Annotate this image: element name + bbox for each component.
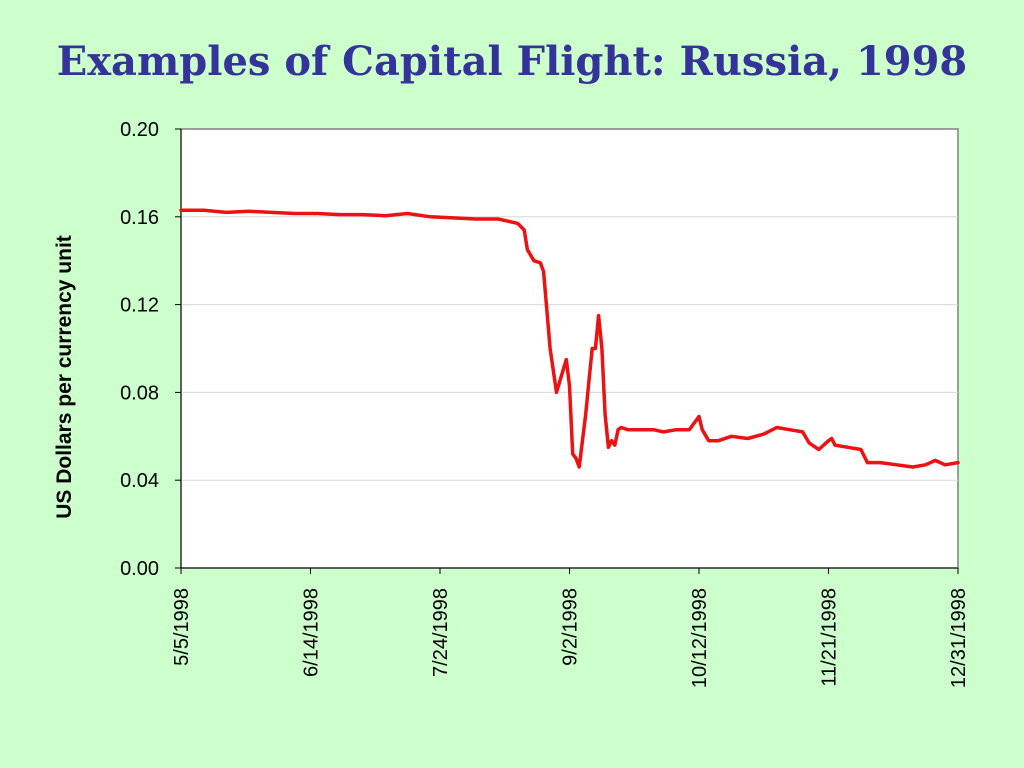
- x-tick-label: 11/21/1998: [819, 588, 841, 687]
- x-tick-label: 9/2/1998: [560, 588, 582, 666]
- x-tick-label: 12/31/1998: [948, 588, 970, 688]
- y-tick-labels: 0.00 0.04 0.08 0.12 0.16 0.20: [120, 119, 159, 580]
- slide-title: Examples of Capital Flight: Russia, 1998: [56, 38, 968, 85]
- x-tick-label: 10/12/1998: [689, 588, 711, 688]
- axes: [175, 128, 959, 574]
- series-line: [179, 208, 960, 469]
- series-layer: [179, 208, 960, 469]
- x-tick-label: 7/24/1998: [430, 588, 452, 677]
- y-tick-label: 0.20: [120, 119, 159, 141]
- plot-area: [180, 128, 959, 569]
- y-tick-label: 0.12: [120, 295, 159, 317]
- y-tick-label: 0.08: [120, 382, 159, 404]
- x-tick-label: 5/5/1998: [171, 588, 193, 666]
- x-tick-labels: 5/5/1998 6/14/1998 7/24/1998 9/2/1998 10/12/…: [171, 588, 970, 688]
- y-tick-label: 0.00: [120, 558, 159, 580]
- y-tick-label: 0.16: [120, 207, 159, 229]
- x-tick-label: 6/14/1998: [301, 588, 323, 677]
- y-axis-label: US Dollars per currency unit: [53, 235, 76, 519]
- y-tick-label: 0.04: [120, 470, 159, 492]
